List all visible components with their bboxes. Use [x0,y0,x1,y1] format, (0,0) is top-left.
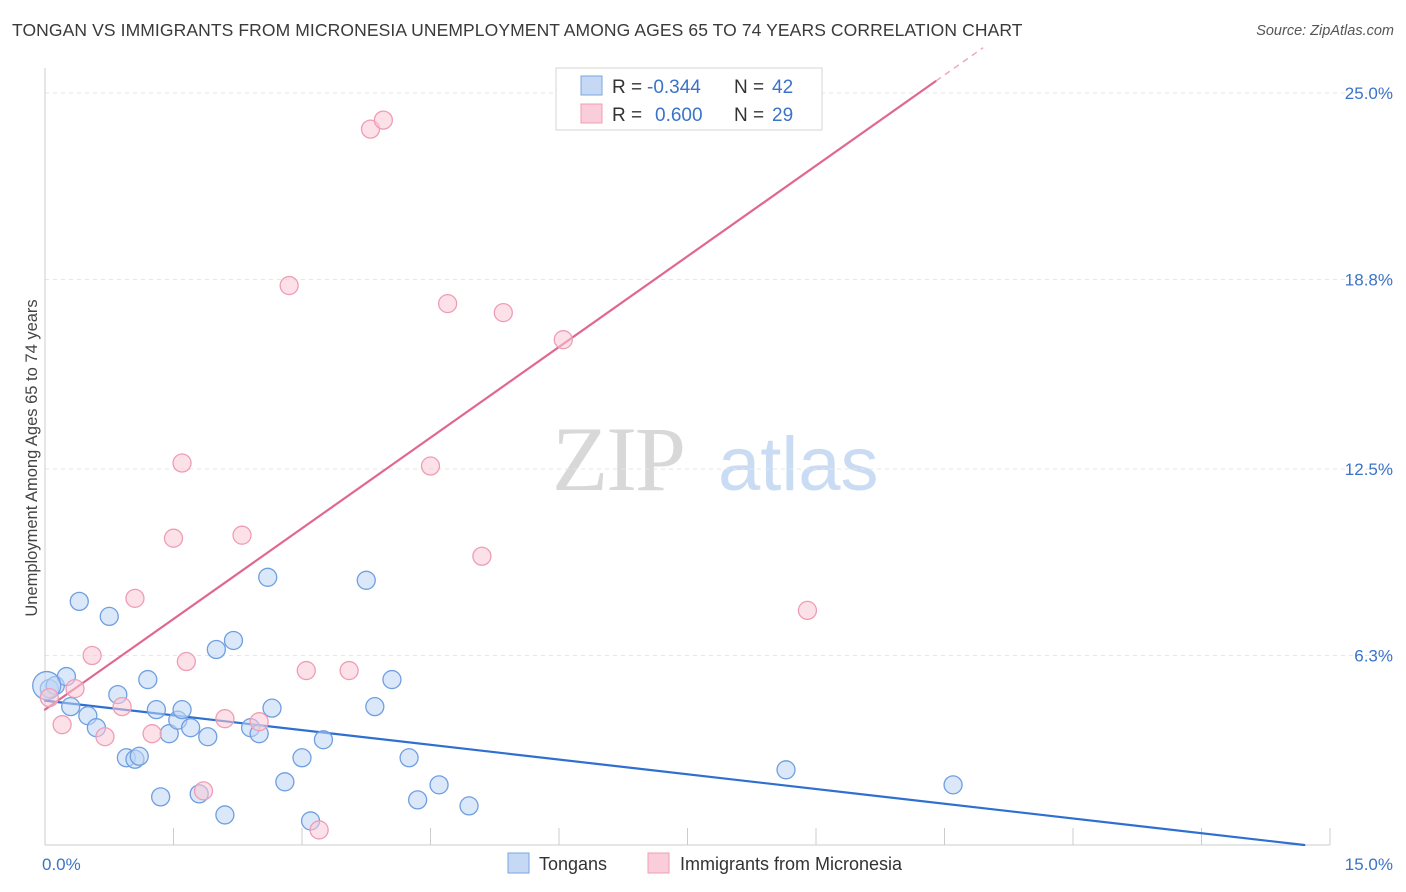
y-tick-label: 25.0% [1345,84,1393,103]
legend-n-label-1: N = [734,77,764,98]
micronesia-point [176,651,197,672]
tongans-point [223,630,244,651]
watermark-zip: ZIP [552,408,684,510]
y-tick-label: 6.3% [1354,647,1393,666]
legend-r-value-micronesia: 0.600 [655,105,703,126]
tongans-point [198,727,218,747]
trend-line-tongans [43,699,1306,847]
tongans-point [262,698,282,718]
micronesia-point [232,525,252,545]
micronesia-point [142,724,162,744]
series-legend: Tongans Immigrants from Micronesia [507,852,903,874]
legend-r-label-1: R = [612,77,642,98]
tongans-point [407,790,428,810]
x-tick-labels: 0.0% 15.0% [42,855,1393,874]
scatter-points [32,77,963,840]
micronesia-point [437,293,458,314]
tongans-point [206,639,226,660]
micronesia-point [163,528,184,548]
y-tick-label: 18.8% [1345,271,1393,290]
legend-n-value-micronesia: 29 [772,105,793,126]
y-axis-label: Unemployment Among Ages 65 to 74 years [23,299,41,616]
series-swatch-micronesia [647,852,670,874]
series-swatch-tongans [507,852,530,874]
legend-n-value-tongans: 42 [772,77,793,98]
micronesia-point [39,687,59,708]
legend-n-label-2: N = [734,105,764,126]
legend-swatch-tongans [580,75,603,96]
micronesia-point [472,546,492,566]
tongans-point [313,730,334,750]
micronesia-point [65,678,85,699]
tongans-point [365,696,385,717]
tongans-point [138,669,158,690]
micronesia-point [95,727,115,747]
tongans-point [146,699,167,720]
tongans-point [61,696,81,717]
watermark-atlas: atlas [718,422,879,507]
tongans-point [776,760,796,780]
tongans-point [356,570,376,590]
tongans-point [172,699,192,720]
x-tick-label: 15.0% [1345,855,1393,874]
tongans-point [943,775,963,795]
tongans-point [99,606,119,627]
micronesia-point [797,600,818,621]
legend-r-label-2: R = [612,105,642,126]
tongans-point [292,748,312,768]
y-tick-labels: 6.3% 12.5% 18.8% 25.0% [1345,84,1393,665]
tongans-point [215,805,235,825]
chart-title: TONGAN VS IMMIGRANTS FROM MICRONESIA UNE… [12,20,1023,40]
tongans-point [150,787,171,807]
trend-line-micronesia [43,79,938,711]
micronesia-point [279,275,299,296]
x-tick-label: 0.0% [42,855,81,874]
source-credit: Source: ZipAtlas.com [1256,23,1394,39]
tongans-point [129,746,149,766]
axes [44,68,1331,846]
micronesia-point [493,302,513,323]
tongans-point [258,567,278,587]
micronesia-point [373,110,394,130]
micronesia-point [52,715,72,735]
legend-r-value-tongans: -0.344 [647,77,701,98]
micronesia-point [553,330,573,350]
series-label-tongans: Tongans [539,854,607,874]
legend: R = -0.344 N = 42 R = 0.600 N = 29 [555,67,823,131]
tongans-point [69,591,89,612]
micronesia-point [112,696,132,717]
tongans-point [399,748,419,768]
micronesia-point [193,781,214,801]
micronesia-point [339,660,359,681]
micronesia-point [296,660,316,681]
micronesia-point [420,456,441,476]
micronesia-point [125,588,145,609]
watermark: ZIP atlas [552,408,879,510]
micronesia-point [249,712,269,732]
micronesia-point [215,709,235,729]
y-tick-label: 12.5% [1345,460,1393,479]
tongans-point [459,796,479,816]
micronesia-point [172,453,192,473]
tongans-point [275,772,295,792]
tongans-point [180,718,201,738]
series-label-micronesia: Immigrants from Micronesia [680,854,903,874]
micronesia-point [309,820,329,840]
trend-line-extension [935,47,984,82]
grid-lines [45,92,1392,657]
tongans-point [429,775,449,795]
tongans-point [382,669,402,690]
legend-swatch-micronesia [580,103,603,124]
micronesia-point [82,645,102,666]
